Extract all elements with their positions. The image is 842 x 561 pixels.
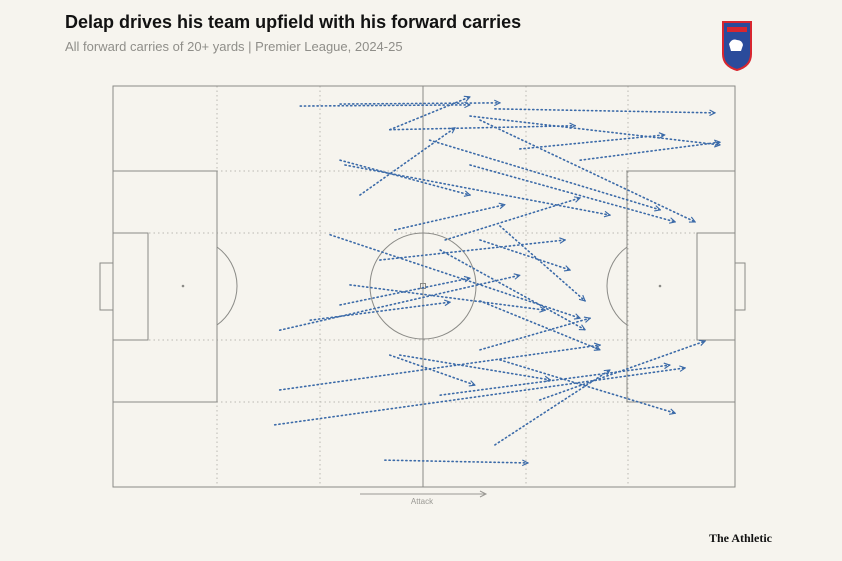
carry: [339, 278, 470, 306]
carry: [339, 103, 501, 104]
carry: [479, 119, 695, 223]
carry: [479, 239, 570, 270]
carry: [494, 369, 610, 446]
carry: [469, 115, 720, 145]
carry: [469, 164, 675, 222]
carry: [479, 300, 600, 350]
carry: [278, 275, 520, 332]
six-yard-box: [112, 232, 149, 341]
carry: [439, 365, 670, 396]
carry: [344, 164, 610, 215]
attack-arrow-head: [479, 490, 488, 498]
goal: [734, 262, 746, 311]
carry: [444, 198, 580, 241]
carry: [439, 249, 585, 331]
carry: [518, 135, 665, 150]
carry: [309, 302, 450, 321]
carry: [388, 97, 470, 131]
carry: [329, 233, 580, 318]
carry: [494, 108, 716, 113]
penalty-arc: [216, 246, 238, 326]
penalty-arc: [606, 246, 628, 326]
carry: [273, 368, 686, 426]
carry: [428, 139, 661, 210]
chart-title: Delap drives his team upfield with his f…: [65, 12, 521, 32]
carry: [393, 205, 505, 231]
carry: [359, 126, 455, 196]
carry: [299, 105, 471, 106]
chart-subtitle: All forward carries of 20+ yards | Premi…: [65, 39, 403, 54]
carry: [384, 459, 529, 463]
carry: [398, 354, 551, 380]
pitch: [99, 85, 746, 488]
goal: [99, 262, 114, 311]
carry: [538, 341, 705, 401]
pitch-outline: [112, 85, 736, 488]
carry: [339, 159, 470, 195]
penalty-spot: [181, 284, 185, 288]
penalty-box: [626, 170, 736, 403]
six-yard-box: [696, 232, 736, 341]
carry: [379, 240, 565, 261]
carries: [273, 97, 720, 463]
penalty-spot: [658, 284, 662, 288]
direction-label: Attack: [411, 497, 434, 506]
carry: [388, 354, 475, 385]
carry: [349, 284, 545, 310]
carry: [388, 126, 576, 131]
penalty-box: [112, 170, 218, 403]
carry: [499, 359, 675, 413]
source-logo: The Athletic: [709, 531, 773, 545]
carry: [579, 142, 720, 161]
carry: [499, 225, 585, 301]
club-crest: [722, 21, 752, 72]
carry: [278, 345, 600, 391]
